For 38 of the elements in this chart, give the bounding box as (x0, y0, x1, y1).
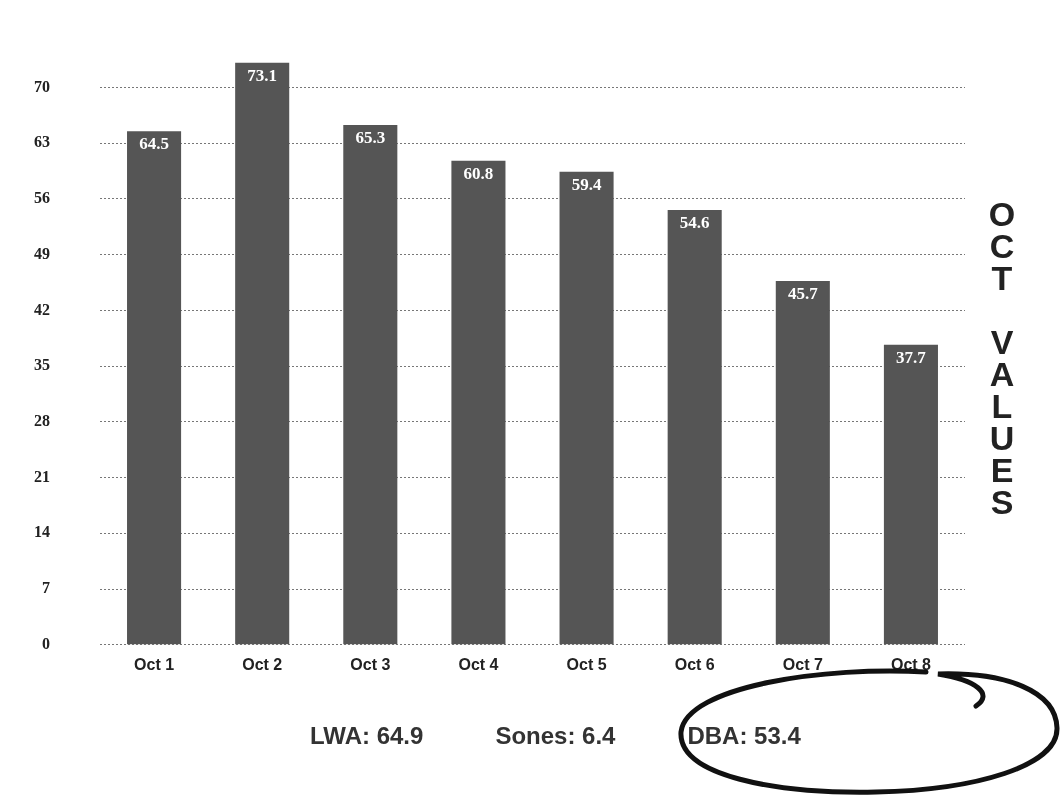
data-label: 59.4 (571, 174, 602, 194)
data-label: 45.7 (787, 283, 819, 303)
y-tick-label: 0 (42, 634, 50, 652)
x-tick-label: Oct 3 (350, 655, 391, 673)
bar (451, 160, 506, 645)
x-tick-label: Oct 6 (674, 655, 715, 673)
y-tick-label: 49 (34, 244, 50, 262)
y-tick-label: 35 (34, 356, 50, 374)
text: Sones: 6.4 (495, 722, 616, 750)
y-tick-label: 63 (34, 133, 50, 151)
x-tick-label: Oct 4 (458, 655, 499, 673)
text: LWA: 64.9 (310, 722, 424, 750)
x-tick-label: Oct 1 (134, 655, 175, 673)
data-label: 37.7 (896, 347, 927, 367)
y-tick-label: 14 (34, 523, 50, 541)
data-label: 73.1 (247, 65, 278, 85)
y-tick-label: 42 (34, 300, 50, 318)
data-label: 64.5 (139, 134, 169, 154)
x-tick-label: Oct 2 (242, 655, 283, 673)
x-tick-label: Oct 7 (782, 655, 823, 673)
x-tick-label: Oct 5 (566, 655, 607, 673)
bar (883, 344, 938, 645)
bar (343, 124, 398, 645)
data-label: 60.8 (463, 163, 494, 183)
bar (235, 62, 290, 645)
text: DBA: 53.4 (687, 722, 801, 750)
data-label: 65.3 (355, 127, 386, 147)
y-tick-label: 70 (34, 77, 50, 95)
bar (667, 210, 722, 645)
data-label: 54.6 (679, 212, 710, 232)
bar (559, 171, 614, 645)
y-axis-title: OCT VALUES (982, 194, 1021, 517)
y-tick-label: 56 (34, 189, 50, 207)
y-tick-label: 28 (34, 412, 50, 430)
y-tick-label: 7 (42, 579, 50, 597)
bar (127, 131, 182, 645)
bar (775, 280, 830, 645)
y-tick-label: 21 (34, 467, 50, 485)
